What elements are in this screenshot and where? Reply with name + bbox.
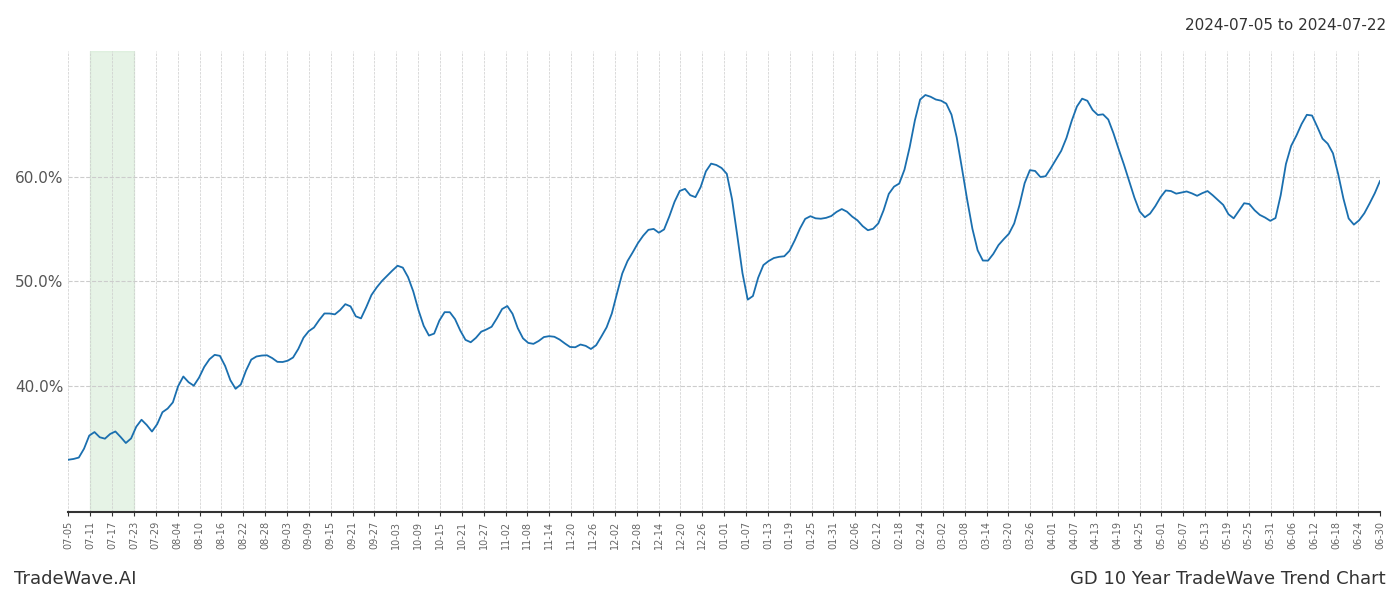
Bar — [90, 51, 134, 512]
Text: 2024-07-05 to 2024-07-22: 2024-07-05 to 2024-07-22 — [1184, 18, 1386, 33]
Text: GD 10 Year TradeWave Trend Chart: GD 10 Year TradeWave Trend Chart — [1071, 570, 1386, 588]
Text: TradeWave.AI: TradeWave.AI — [14, 570, 137, 588]
